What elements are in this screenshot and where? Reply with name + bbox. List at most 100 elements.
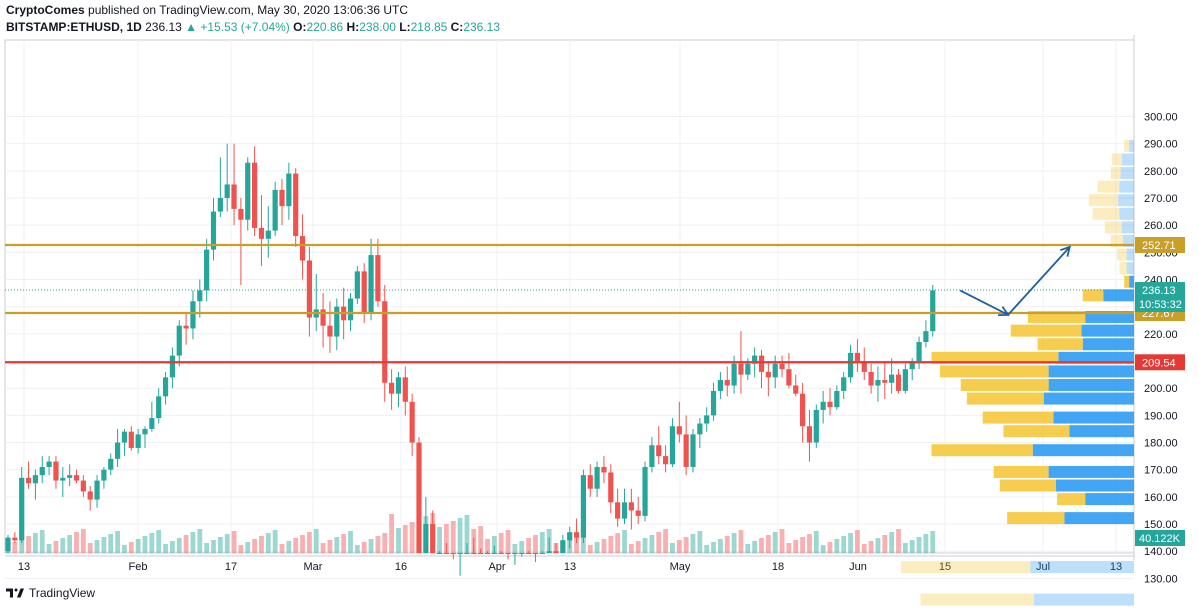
candle[interactable]: [430, 510, 436, 553]
candle[interactable]: [786, 352, 792, 389]
candle[interactable]: [608, 464, 614, 514]
candle[interactable]: [683, 415, 689, 476]
candle[interactable]: [436, 551, 443, 554]
candle[interactable]: [252, 146, 258, 237]
candle[interactable]: [710, 382, 717, 421]
candle[interactable]: [320, 293, 326, 348]
candle[interactable]: [423, 496, 429, 553]
candle[interactable]: [204, 238, 210, 302]
candle[interactable]: [286, 162, 292, 220]
candle[interactable]: [882, 361, 888, 400]
candle[interactable]: [382, 284, 388, 402]
candle[interactable]: [861, 347, 867, 381]
candle[interactable]: [635, 496, 641, 525]
candle[interactable]: [642, 461, 648, 522]
candle[interactable]: [628, 488, 634, 530]
candle[interactable]: [450, 553, 456, 560]
candle[interactable]: [902, 363, 908, 394]
candle[interactable]: [697, 418, 703, 448]
candle[interactable]: [389, 369, 395, 410]
candle[interactable]: [238, 198, 244, 285]
candle[interactable]: [717, 371, 723, 400]
candle[interactable]: [25, 461, 32, 489]
candle[interactable]: [594, 461, 600, 497]
candle[interactable]: [512, 553, 518, 565]
candle[interactable]: [73, 469, 80, 484]
candle[interactable]: [183, 312, 189, 345]
candle[interactable]: [813, 404, 819, 448]
candle[interactable]: [293, 168, 299, 247]
candle[interactable]: [402, 366, 408, 416]
candle[interactable]: [299, 214, 306, 280]
candle[interactable]: [567, 526, 573, 549]
candle[interactable]: [409, 393, 415, 457]
candle[interactable]: [87, 486, 93, 511]
candle[interactable]: [5, 534, 11, 553]
candle[interactable]: [12, 532, 18, 544]
candle[interactable]: [457, 553, 463, 576]
candle[interactable]: [834, 385, 840, 410]
candle[interactable]: [539, 551, 545, 554]
candle[interactable]: [210, 198, 217, 261]
candle[interactable]: [19, 466, 25, 544]
candle[interactable]: [272, 181, 278, 237]
candle[interactable]: [53, 456, 59, 489]
candle[interactable]: [889, 358, 895, 394]
candle[interactable]: [704, 407, 710, 432]
candle[interactable]: [519, 553, 525, 557]
candle[interactable]: [176, 320, 182, 367]
candle[interactable]: [779, 355, 785, 378]
candle[interactable]: [656, 426, 662, 465]
candle[interactable]: [676, 401, 682, 443]
candle[interactable]: [149, 401, 155, 432]
candle[interactable]: [395, 371, 402, 408]
candle[interactable]: [649, 437, 655, 473]
candle[interactable]: [217, 157, 223, 218]
candle[interactable]: [930, 284, 936, 337]
symbol-label[interactable]: BITSTAMP:ETHUSD, 1D: [6, 20, 142, 34]
candle[interactable]: [416, 437, 422, 553]
candle[interactable]: [478, 548, 484, 554]
candle[interactable]: [375, 238, 381, 307]
candle[interactable]: [169, 347, 175, 389]
candle[interactable]: [121, 428, 128, 457]
candle[interactable]: [847, 344, 854, 383]
candle[interactable]: [854, 339, 860, 372]
candle[interactable]: [94, 475, 100, 508]
candle[interactable]: [471, 537, 477, 554]
candle[interactable]: [128, 426, 134, 451]
candle[interactable]: [546, 537, 552, 553]
candle[interactable]: [80, 475, 86, 497]
candle[interactable]: [39, 456, 45, 484]
candle[interactable]: [443, 543, 449, 554]
candle[interactable]: [224, 143, 230, 212]
candle[interactable]: [669, 418, 676, 467]
candle[interactable]: [724, 366, 730, 397]
candle[interactable]: [923, 320, 929, 348]
candle[interactable]: [334, 298, 340, 351]
candle[interactable]: [464, 543, 470, 554]
candle[interactable]: [875, 366, 881, 402]
candle[interactable]: [560, 534, 566, 553]
candle[interactable]: [135, 428, 141, 454]
candle[interactable]: [46, 456, 52, 476]
candle[interactable]: [615, 488, 621, 527]
candle[interactable]: [101, 466, 107, 489]
candle[interactable]: [491, 545, 497, 554]
candle[interactable]: [573, 518, 580, 544]
candle[interactable]: [663, 445, 669, 473]
candle[interactable]: [793, 374, 799, 397]
candle[interactable]: [279, 178, 285, 226]
candle[interactable]: [505, 553, 511, 560]
candle[interactable]: [368, 238, 374, 321]
candle[interactable]: [197, 279, 203, 318]
candle[interactable]: [231, 143, 237, 226]
candle[interactable]: [354, 265, 360, 304]
candle[interactable]: [601, 456, 607, 484]
candle[interactable]: [758, 350, 765, 389]
candle[interactable]: [553, 543, 559, 553]
candle[interactable]: [327, 301, 333, 353]
candle[interactable]: [772, 355, 778, 389]
candle[interactable]: [841, 371, 847, 400]
